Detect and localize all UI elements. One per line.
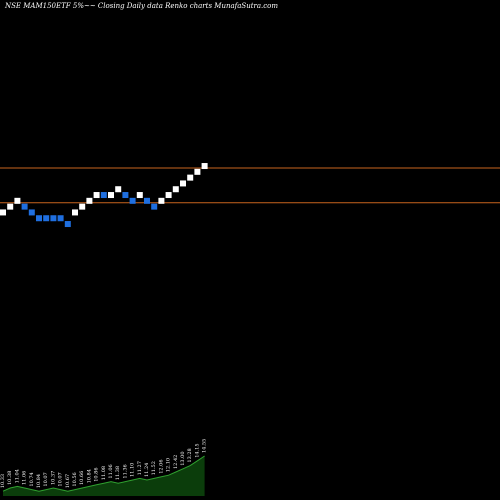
renko-brick	[151, 203, 158, 210]
renko-brick	[43, 215, 50, 222]
volume-label: 10.56	[72, 472, 78, 486]
volume-label: 10.74	[29, 472, 35, 486]
volume-area	[3, 456, 205, 496]
renko-brick	[14, 197, 21, 204]
chart-title: NSE MAM150ETF 5%~~ Closing Daily data Re…	[5, 2, 279, 10]
renko-brick	[136, 192, 143, 199]
volume-label: 10.38	[7, 471, 13, 485]
volume-label: 10.84	[86, 469, 92, 483]
volume-label: 10.66	[79, 471, 85, 485]
renko-brick	[201, 163, 208, 170]
renko-brick	[108, 192, 114, 199]
renko-brick	[93, 192, 100, 199]
volume-label: 10.33	[0, 474, 6, 488]
volume-label: 14.15	[194, 443, 200, 457]
volume-panel	[2, 455, 205, 496]
volume-label: 11.06	[22, 471, 28, 485]
volume-label: 11.10	[130, 463, 136, 477]
renko-brick	[194, 168, 201, 175]
renko-brick	[129, 197, 136, 204]
renko-brick	[64, 221, 71, 228]
renko-brick	[115, 186, 122, 193]
volume-label: 10.07	[58, 472, 64, 486]
volume-label: 12.10	[166, 458, 172, 472]
renko-brick	[0, 209, 6, 216]
volume-label: 11.27	[137, 461, 143, 475]
renko-brick	[187, 174, 194, 181]
volume-label: 10.37	[50, 471, 56, 485]
volume-label: 11.36	[122, 464, 128, 478]
volume-line	[2, 455, 205, 492]
renko-brick	[86, 197, 93, 204]
volume-label: 11.08	[101, 466, 107, 480]
renko-brick	[50, 215, 57, 222]
renko-brick	[122, 192, 129, 199]
renko-brick	[36, 215, 42, 222]
volume-label: 11.24	[144, 463, 150, 477]
renko-brick	[172, 186, 179, 193]
renko-brick	[165, 192, 172, 199]
volume-label: 14.55	[202, 439, 208, 453]
renko-brick	[28, 209, 35, 216]
volume-label: 11.52	[151, 461, 157, 475]
volume-label: 13.28	[187, 448, 193, 462]
volume-label: 12.42	[173, 455, 179, 469]
volume-label: 13.00	[180, 451, 186, 465]
renko-brick	[57, 215, 64, 222]
renko-brick	[21, 203, 28, 210]
renko-brick	[100, 192, 107, 199]
volume-labels: 10.33 10.38 11.04 11.06 10.74 10.84 10.07 10.37…	[0, 439, 208, 489]
level-lines	[0, 167, 500, 204]
volume-label: 11.38	[115, 466, 121, 480]
renko-brick	[158, 197, 165, 204]
renko-bricks	[0, 163, 208, 228]
volume-label: 11.04	[14, 469, 20, 483]
renko-brick	[144, 197, 150, 204]
volume-label: 10.07	[43, 472, 49, 486]
renko-brick	[72, 209, 78, 216]
volume-label: 11.06	[108, 464, 114, 478]
volume-label: 10.84	[36, 474, 42, 488]
volume-label: 12.06	[158, 459, 164, 473]
volume-label: 10.86	[94, 467, 100, 481]
volume-label: 10.67	[65, 474, 71, 488]
renko-brick	[7, 203, 14, 210]
renko-brick	[79, 203, 86, 210]
renko-brick	[180, 180, 186, 187]
